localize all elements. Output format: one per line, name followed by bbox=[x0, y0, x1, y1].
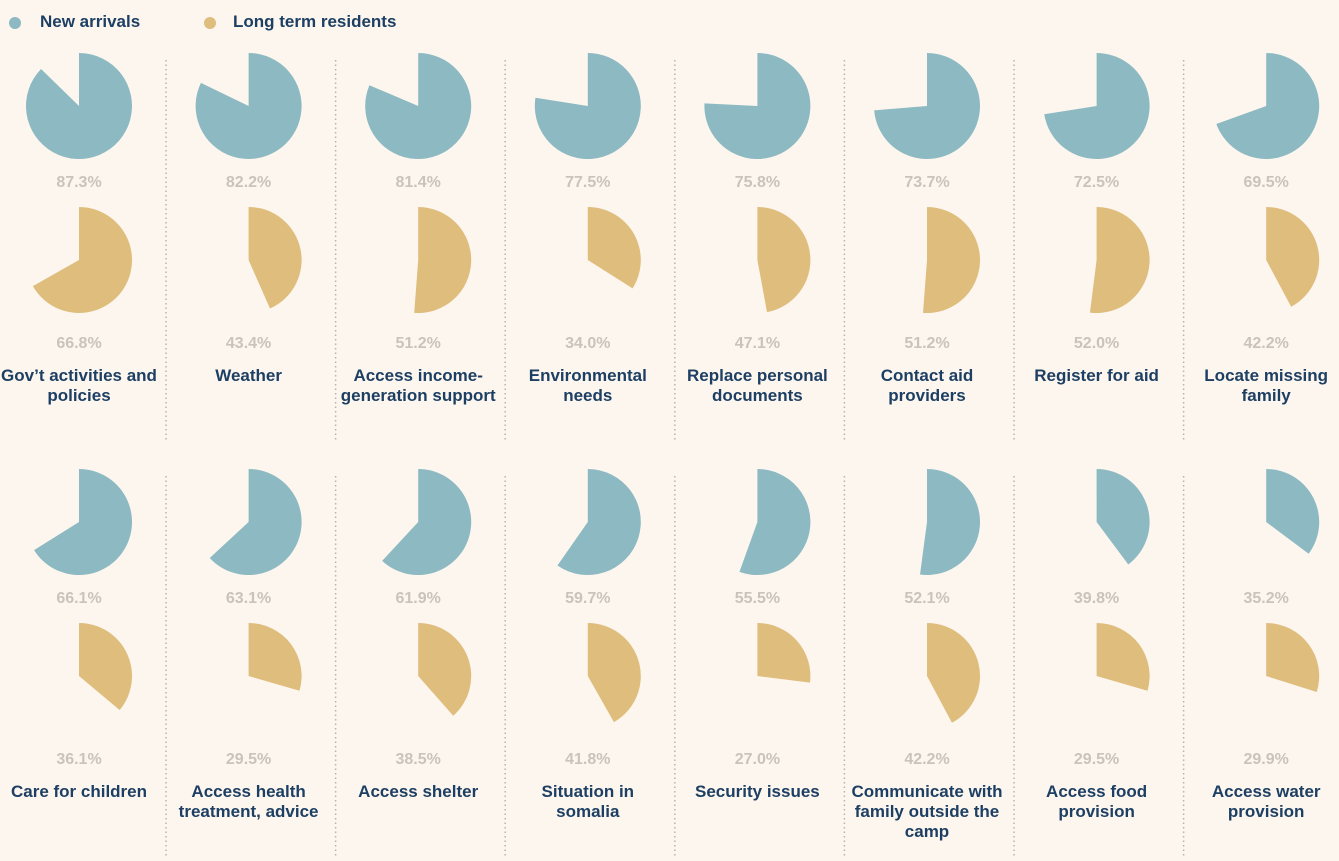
value-label: 51.2% bbox=[395, 335, 441, 352]
pie-wedge bbox=[757, 207, 811, 313]
value-label: 55.5% bbox=[734, 590, 781, 607]
legend-swatch bbox=[204, 17, 216, 29]
pie-wedge bbox=[739, 469, 811, 576]
category-label: Communicate with family outside the camp bbox=[851, 782, 1003, 841]
value-label: 52.1% bbox=[904, 590, 950, 607]
category-label: Environmental needs bbox=[528, 366, 647, 405]
value-label: 61.9% bbox=[395, 590, 441, 607]
category-label: Access income-generation support bbox=[340, 366, 496, 405]
value-label: 27.0% bbox=[734, 751, 781, 768]
category-label: Locate missing family bbox=[1204, 366, 1329, 405]
pie-wedge bbox=[874, 53, 980, 160]
value-label: 81.4% bbox=[395, 174, 441, 191]
value-label: 42.2% bbox=[904, 751, 950, 768]
pie-wedge bbox=[418, 623, 472, 716]
pie-wedge bbox=[704, 53, 811, 159]
value-label: 73.7% bbox=[904, 174, 950, 191]
legend-swatch bbox=[9, 17, 21, 29]
value-label: 29.9% bbox=[1243, 751, 1289, 768]
pie-wedge bbox=[587, 206, 641, 289]
pie-wedge bbox=[209, 469, 302, 575]
value-label: 29.5% bbox=[1073, 751, 1120, 768]
category-label: Security issues bbox=[695, 782, 820, 801]
pie-wedge bbox=[365, 53, 472, 160]
value-label: 59.7% bbox=[565, 590, 611, 607]
category-label: Replace personal documents bbox=[687, 366, 828, 405]
legend-label: New arrivals bbox=[40, 12, 141, 31]
category-label: Access health treatment, advice bbox=[178, 782, 319, 821]
category-label: Care for children bbox=[10, 782, 148, 801]
pie-wedge bbox=[534, 53, 641, 159]
pie-wedge bbox=[1216, 53, 1320, 159]
pie-wedge bbox=[248, 623, 302, 691]
legend-label: Long term residents bbox=[233, 12, 397, 31]
category-label: Gov’t activities and policies bbox=[1, 366, 157, 405]
pie-wedge bbox=[195, 53, 302, 159]
pie-wedge bbox=[248, 207, 302, 309]
category-label: Weather bbox=[215, 366, 282, 385]
value-label: 66.8% bbox=[56, 335, 102, 352]
value-label: 29.5% bbox=[225, 751, 272, 768]
category-label: Access shelter bbox=[358, 782, 479, 801]
pie-wedge bbox=[587, 623, 641, 723]
value-label: 35.2% bbox=[1243, 590, 1289, 607]
value-label: 41.8% bbox=[565, 751, 611, 768]
value-label: 43.4% bbox=[225, 335, 272, 352]
pie-wedge bbox=[26, 53, 133, 160]
pie-wedge bbox=[1089, 207, 1150, 313]
pie-wedge bbox=[382, 469, 472, 575]
pie-wedge bbox=[32, 207, 132, 314]
pie-wedge bbox=[1266, 207, 1320, 307]
value-label: 72.5% bbox=[1073, 174, 1120, 191]
pie-wedge bbox=[1266, 623, 1320, 693]
pie-wedge bbox=[927, 623, 980, 723]
value-label: 39.8% bbox=[1073, 590, 1120, 607]
pie-wedge bbox=[414, 207, 472, 313]
category-label: Contact aid providers bbox=[880, 366, 974, 405]
pie-wedge bbox=[920, 469, 981, 575]
pie-wedge bbox=[923, 207, 980, 313]
pie-wedge bbox=[1096, 623, 1150, 691]
category-label: Access food provision bbox=[1046, 782, 1148, 821]
pie-wedge bbox=[1096, 469, 1150, 565]
pie-wedge bbox=[1044, 53, 1150, 159]
value-label: 42.2% bbox=[1243, 335, 1289, 352]
pie-wedge bbox=[79, 623, 133, 711]
value-label: 63.1% bbox=[225, 590, 272, 607]
value-label: 36.1% bbox=[56, 751, 102, 768]
pie-wedge bbox=[1266, 469, 1320, 554]
value-label: 51.2% bbox=[904, 335, 950, 352]
category-label: Register for aid bbox=[1034, 366, 1159, 385]
value-label: 75.8% bbox=[734, 174, 781, 191]
value-label: 47.1% bbox=[734, 335, 781, 352]
value-label: 52.0% bbox=[1073, 335, 1120, 352]
pie-wedge bbox=[557, 468, 641, 575]
category-label: Access water provision bbox=[1211, 782, 1321, 821]
pie-wedge bbox=[34, 469, 133, 576]
value-label: 69.5% bbox=[1243, 174, 1289, 191]
value-label: 66.1% bbox=[56, 590, 102, 607]
value-label: 87.3% bbox=[56, 174, 102, 191]
category-label: Situation in somalia bbox=[541, 782, 635, 821]
value-label: 82.2% bbox=[225, 174, 272, 191]
pie-wedge bbox=[757, 623, 811, 683]
value-label: 77.5% bbox=[565, 174, 611, 191]
value-label: 38.5% bbox=[395, 751, 441, 768]
value-label: 34.0% bbox=[565, 335, 611, 352]
